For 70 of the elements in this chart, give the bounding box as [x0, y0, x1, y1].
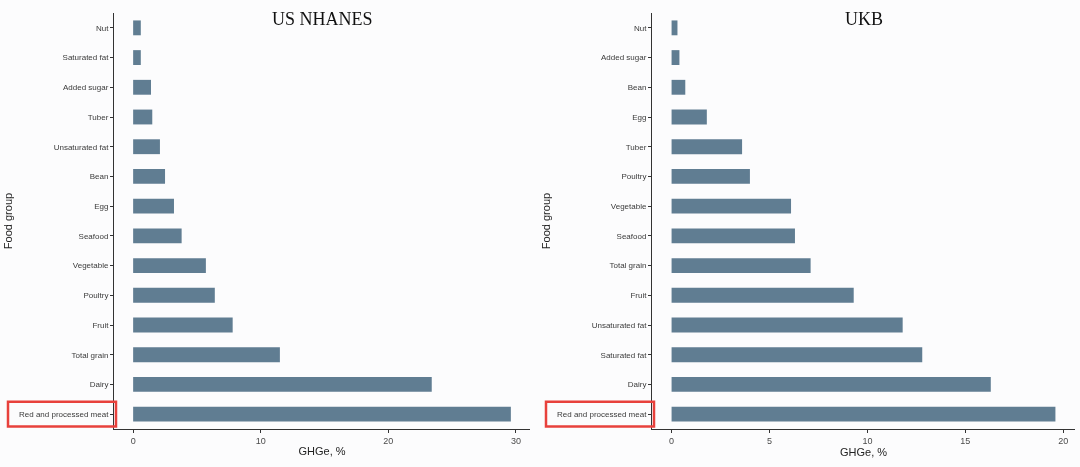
bar [133, 406, 511, 422]
bar [133, 139, 160, 155]
bar [671, 169, 750, 184]
x-tick-label: 30 [510, 435, 521, 446]
bar [671, 228, 795, 244]
y-tick-label: Saturated fat [62, 53, 110, 63]
y-tick-label: Egg [632, 112, 647, 122]
bar [133, 228, 182, 244]
y-tick-label: Fruit [630, 291, 648, 301]
chart-title: US NHANES [272, 9, 373, 29]
y-tick-label: Red and processed meat [557, 409, 648, 419]
y-tick-label: Added sugar [63, 83, 109, 93]
y-tick-label: Tuber [625, 142, 647, 152]
y-tick-label: Nut [633, 23, 648, 33]
y-tick-label: Poultry [621, 172, 647, 182]
bar [671, 109, 707, 125]
x-tick-label: 0 [130, 435, 136, 446]
bar [133, 20, 141, 36]
bar [671, 79, 686, 95]
y-tick-label: Egg [94, 201, 109, 211]
x-axis-title: GHGe, % [298, 445, 346, 457]
y-tick-label: Unsaturated fat [591, 320, 648, 330]
x-tick-label: 20 [383, 435, 394, 446]
bar [671, 50, 680, 65]
bar [671, 139, 743, 155]
bar [133, 377, 432, 392]
y-tick-label: Total grain [71, 350, 109, 360]
y-tick-label: Total grain [609, 261, 647, 271]
y-tick-label: Tuber [87, 112, 109, 122]
y-tick-label: Saturated fat [600, 350, 648, 360]
y-tick-label: Poultry [83, 291, 109, 301]
bar [671, 258, 811, 273]
bar [671, 198, 792, 214]
x-tick-label: 5 [766, 435, 773, 446]
bar [671, 377, 991, 392]
x-tick-label: 20 [1058, 435, 1069, 446]
chart-title: UKB [845, 9, 884, 29]
x-tick-label: 0 [669, 435, 675, 446]
y-tick-label: Red and processed meat [19, 409, 110, 419]
bar [133, 198, 174, 214]
y-tick-label: Added sugar [601, 53, 647, 63]
y-tick-label: Bean [89, 172, 109, 182]
bar [671, 406, 1056, 422]
y-axis-title: Food group [1, 192, 14, 250]
x-tick-label: 15 [960, 435, 971, 446]
bar [133, 317, 233, 333]
bar [133, 50, 141, 65]
bar [133, 258, 206, 273]
bar [671, 317, 903, 333]
y-axis-title: Food group [539, 192, 552, 250]
bar [133, 347, 280, 363]
bar [133, 79, 152, 95]
bar [133, 169, 166, 184]
y-tick-label: Bean [627, 83, 647, 93]
y-tick-label: Vegetable [610, 201, 647, 211]
x-axis-title: GHGe, % [839, 445, 888, 458]
x-tick-label: 10 [255, 435, 266, 446]
x-tick-label: 10 [862, 435, 873, 446]
y-tick-label: Dairy [89, 380, 109, 390]
y-tick-label: Unsaturated fat [53, 142, 110, 152]
y-tick-label: Seafood [616, 231, 647, 241]
y-tick-label: Vegetable [72, 261, 109, 271]
bar [133, 109, 153, 125]
bar [671, 287, 854, 303]
bar [133, 287, 215, 303]
y-tick-label: Dairy [627, 380, 647, 390]
y-tick-label: Nut [95, 23, 110, 33]
bar [671, 347, 923, 363]
y-tick-label: Fruit [92, 320, 110, 330]
y-tick-label: Seafood [78, 231, 109, 241]
